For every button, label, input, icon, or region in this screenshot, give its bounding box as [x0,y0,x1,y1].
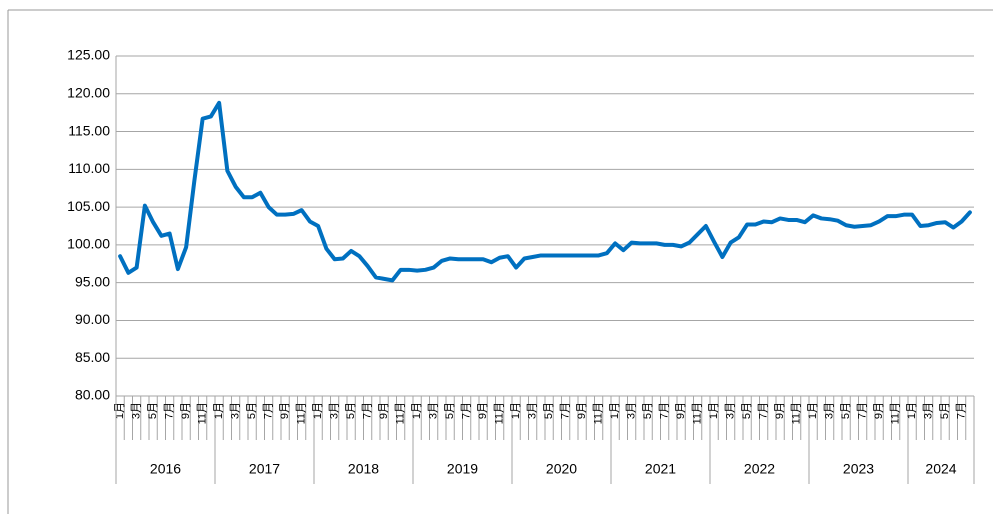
x-tick-label: 11月 [791,402,803,424]
x-tick-label: 1月 [906,402,918,419]
x-tick-label: 3月 [527,402,539,419]
group-label: 2017 [249,461,280,477]
x-tick-label: 1月 [807,402,819,419]
y-tick-label: 95.00 [75,273,110,289]
group-label: 2018 [348,461,379,477]
x-tick-label: 5月 [741,402,753,419]
x-tick-label: 1月 [609,402,621,419]
group-label: 2019 [447,461,478,477]
y-tick-label: 100.00 [67,236,110,252]
group-label: 2020 [546,461,577,477]
group-label: 2016 [150,461,181,477]
x-tick-label: 5月 [939,402,951,419]
x-tick-label: 11月 [296,402,308,424]
x-tick-label: 3月 [230,402,242,419]
x-tick-label: 11月 [395,402,407,424]
x-tick-label: 3月 [824,402,836,419]
x-tick-label: 7月 [263,402,275,419]
x-tick-label: 9月 [378,402,390,419]
x-tick-label: 1月 [708,402,720,419]
group-label: 2021 [645,461,676,477]
x-tick-label: 7月 [164,402,176,419]
x-tick-label: 9月 [180,402,192,419]
x-tick-label: 1月 [114,402,126,419]
x-tick-label: 9月 [774,402,786,419]
group-label: 2024 [925,461,956,477]
group-label: 2022 [744,461,775,477]
x-tick-label: 1月 [312,402,324,419]
x-tick-label: 1月 [510,402,522,419]
x-tick-label: 5月 [444,402,456,419]
y-tick-label: 125.00 [67,47,110,63]
y-tick-label: 105.00 [67,198,110,214]
group-label: 2023 [843,461,874,477]
x-tick-label: 9月 [675,402,687,419]
x-tick-label: 7月 [560,402,572,419]
x-tick-label: 9月 [873,402,885,419]
x-tick-label: 11月 [593,402,605,424]
x-tick-label: 5月 [642,402,654,419]
x-tick-label: 11月 [197,402,209,424]
x-tick-label: 7月 [857,402,869,419]
y-tick-label: 80.00 [75,387,110,403]
y-tick-label: 115.00 [68,122,110,138]
x-tick-label: 9月 [477,402,489,419]
y-tick-label: 85.00 [75,349,110,365]
y-tick-label: 110.00 [68,160,110,176]
x-tick-label: 7月 [461,402,473,419]
data-line [118,100,972,283]
x-tick-label: 9月 [279,402,291,419]
x-tick-label: 3月 [725,402,737,419]
x-tick-label: 3月 [923,402,935,419]
x-tick-label: 9月 [576,402,588,419]
y-tick-label: 90.00 [75,311,110,327]
x-tick-label: 5月 [147,402,159,419]
x-tick-label: 5月 [840,402,852,419]
x-tick-label: 7月 [758,402,770,419]
x-tick-label: 7月 [659,402,671,419]
x-tick-label: 11月 [890,402,902,424]
x-tick-label: 3月 [626,402,638,419]
x-tick-label: 5月 [345,402,357,419]
x-tick-label: 7月 [362,402,374,419]
x-tick-label: 11月 [692,402,704,424]
x-tick-label: 11月 [494,402,506,424]
x-tick-label: 3月 [329,402,341,419]
x-tick-label: 3月 [131,402,143,419]
x-tick-label: 1月 [411,402,423,419]
x-tick-label: 5月 [543,402,555,419]
x-tick-label: 1月 [213,402,225,419]
x-tick-label: 5月 [246,402,258,419]
x-tick-label: 3月 [428,402,440,419]
y-tick-label: 120.00 [67,84,110,100]
x-tick-label: 7月 [956,402,968,419]
